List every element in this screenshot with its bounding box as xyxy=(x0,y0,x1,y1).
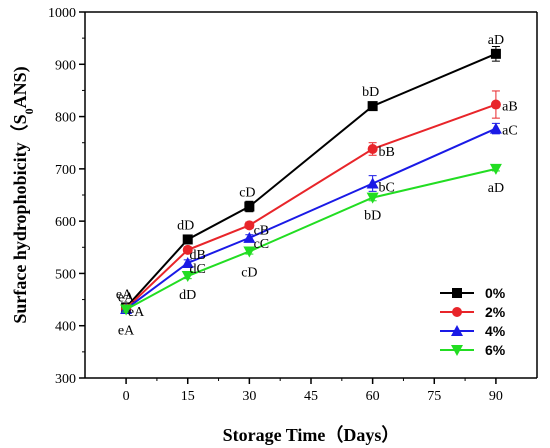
data-point xyxy=(244,220,255,231)
data-point xyxy=(244,201,255,212)
data-point xyxy=(451,345,463,356)
y-tick-label: 900 xyxy=(55,58,76,73)
data-label: cB xyxy=(254,223,270,238)
data-point xyxy=(182,234,193,245)
data-point xyxy=(490,48,501,59)
data-point xyxy=(243,231,256,243)
y-tick-label: 400 xyxy=(55,320,76,335)
y-axis-title-main: Surface hydrophobicity（S xyxy=(10,114,30,323)
y-axis-title-subscript: 0 xyxy=(22,108,36,114)
y-axis-title: Surface hydrophobicity（S0ANS) xyxy=(10,66,36,323)
data-point xyxy=(181,271,194,283)
series-layer xyxy=(120,46,502,316)
series-3 xyxy=(120,163,502,316)
data-point xyxy=(367,101,378,112)
data-label: bC xyxy=(378,180,394,195)
legend-label: 2% xyxy=(485,304,506,320)
data-label: aD xyxy=(488,181,504,196)
x-tick-label: 30 xyxy=(242,389,256,404)
data-label: cC xyxy=(254,237,270,252)
data-label: eA xyxy=(116,287,133,302)
series-0 xyxy=(121,46,501,313)
data-label: aB xyxy=(502,100,518,115)
data-label: dD xyxy=(177,218,194,233)
data-label: bD xyxy=(362,85,379,100)
x-tick-label: 45 xyxy=(304,389,318,404)
data-label: bB xyxy=(378,145,394,160)
data-label: dD xyxy=(179,288,196,303)
plot-frame xyxy=(84,11,538,379)
data-point xyxy=(366,177,379,189)
y-tick-label: 300 xyxy=(55,372,76,387)
data-point xyxy=(181,256,194,268)
x-axis-title: Storage Time（Days） xyxy=(223,425,400,445)
y-axis-title-end: ANS) xyxy=(10,66,31,108)
x-axis-ticks: 0 15 30 45 60 75 90 xyxy=(123,378,503,404)
y-axis-ticks: 300 400 500 600 700 800 900 1000 xyxy=(48,6,85,387)
series-line xyxy=(125,103,497,310)
data-point xyxy=(366,192,379,204)
series-line xyxy=(125,52,497,309)
data-label: eA xyxy=(128,305,145,320)
data-point xyxy=(451,325,463,336)
x-tick-label: 0 xyxy=(123,389,130,404)
data-label: aC xyxy=(502,124,518,139)
y-tick-label: 700 xyxy=(55,163,76,178)
data-label: cD xyxy=(241,265,257,280)
data-label: dB xyxy=(190,248,206,263)
series-2 xyxy=(120,122,502,314)
data-point xyxy=(489,122,502,134)
data-point xyxy=(120,304,133,316)
data-point xyxy=(452,307,462,317)
x-tick-label: 75 xyxy=(427,389,441,404)
series-1 xyxy=(121,90,501,314)
legend-label: 4% xyxy=(485,323,506,339)
x-tick-label: 90 xyxy=(489,389,503,404)
data-point xyxy=(452,288,462,298)
y-tick-label: 1000 xyxy=(48,6,76,21)
y-tick-label: 500 xyxy=(55,267,76,282)
x-tick-label: 15 xyxy=(181,389,195,404)
data-point xyxy=(182,244,193,255)
legend: 0% 2% 4% 6% xyxy=(440,285,506,358)
y-tick-label: 600 xyxy=(55,215,76,230)
data-point xyxy=(367,143,378,154)
data-label: eA xyxy=(118,290,135,305)
data-point xyxy=(243,246,256,258)
data-label: aD xyxy=(488,33,504,48)
data-label: cD xyxy=(239,186,255,201)
data-point xyxy=(489,163,502,175)
data-point xyxy=(490,99,501,110)
data-label: bD xyxy=(364,209,381,224)
data-label: dC xyxy=(190,262,206,277)
data-label: eA xyxy=(118,324,135,339)
legend-label: 0% xyxy=(485,285,506,301)
x-tick-label: 60 xyxy=(366,389,380,404)
y-tick-label: 800 xyxy=(55,111,76,126)
legend-label: 6% xyxy=(485,342,506,358)
